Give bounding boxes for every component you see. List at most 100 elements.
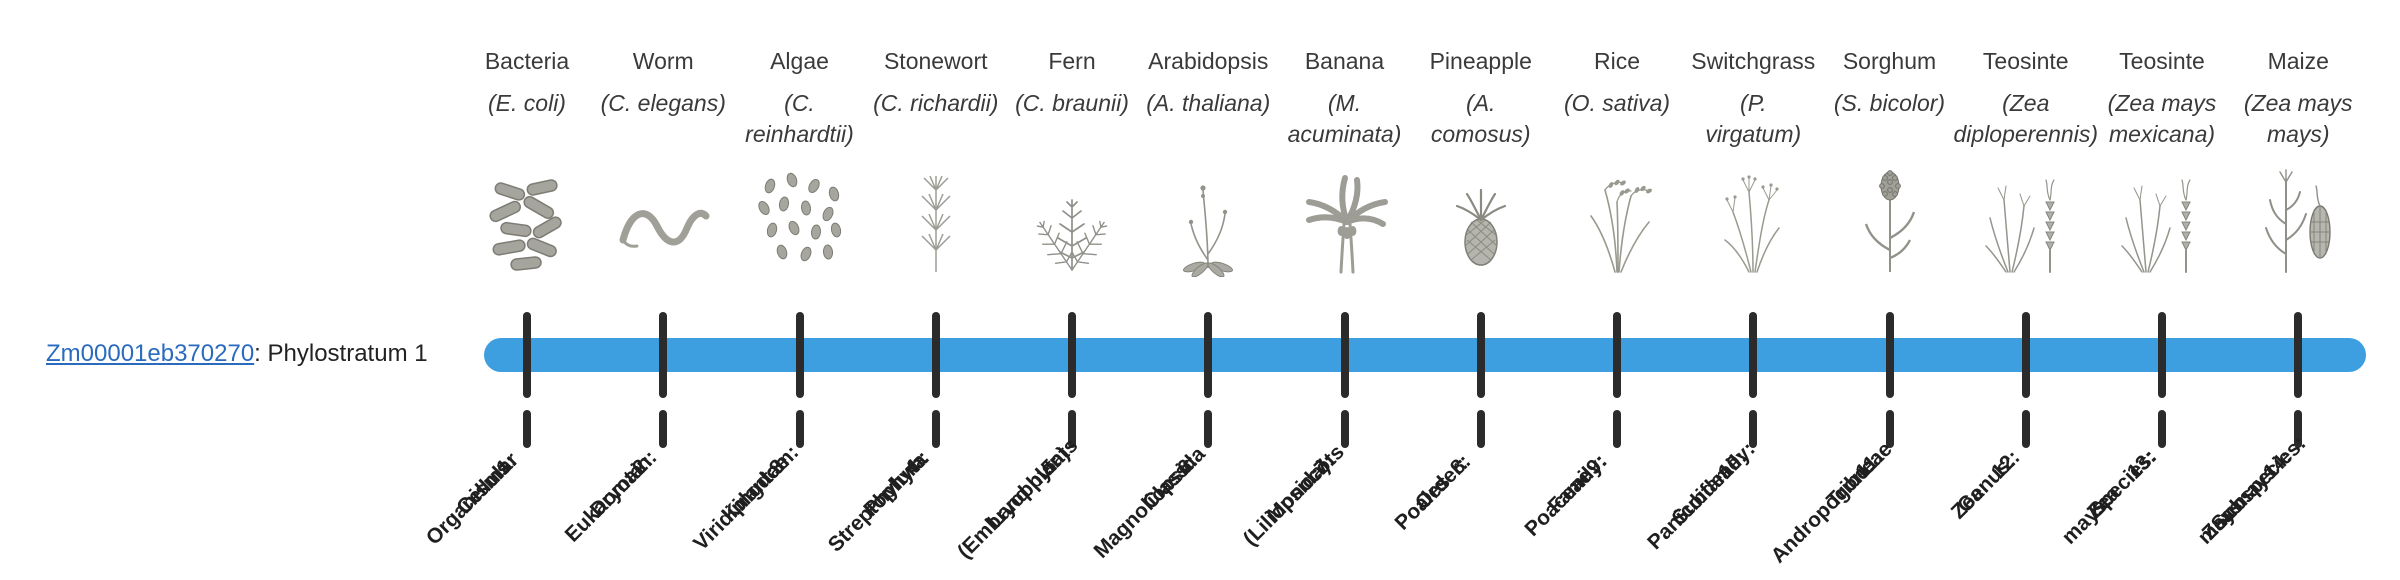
gene-link[interactable]: Zm00001eb370270 <box>46 340 255 367</box>
organism-common-name: Banana <box>1304 48 1385 74</box>
stratum-label-line: Species: <box>2083 444 2162 523</box>
stratum-label: 4: Phylum: Streptophyta <box>823 0 1011 580</box>
stratum-pointer-tick <box>1885 410 1894 448</box>
timeline-tick <box>1068 312 1076 398</box>
organism-scientific-name: (C. elegans) <box>568 88 758 119</box>
organism-scientific-name: (Zea mays mexicana) <box>2067 88 2257 150</box>
stratum-pointer-tick <box>2021 410 2030 448</box>
stratum-label-line: Land plants <box>982 433 1083 534</box>
stratum-label: 2: Domain: Eukaryota <box>561 0 738 580</box>
phylostratum-column: Banana (M. acuminata) 7: Monocots (Liliopsi… <box>1238 0 1420 580</box>
organism-scientific-name: (M. acuminata) <box>1250 88 1440 150</box>
stratum-label-line: Domain: <box>586 445 662 522</box>
organism-illustration-icon <box>2112 162 2212 280</box>
timeline-tick <box>1749 312 1758 398</box>
stratum-pointer-tick <box>931 410 940 448</box>
timeline-tick <box>2294 312 2303 398</box>
stratum-label: 13: Species: Zea mays <box>2058 0 2237 580</box>
organism-scientific-name: (O. sativa) <box>1522 88 1712 119</box>
stratum-label: 12: Genus: Zea <box>1946 0 2101 580</box>
stratum-pointer-tick <box>1204 410 1213 448</box>
organism-scientific-name: (E. coli) <box>432 88 622 119</box>
timeline-tick <box>1885 312 1894 398</box>
timeline-tick <box>1476 312 1485 398</box>
organism-scientific-name: (A. thaliana) <box>1113 88 1303 119</box>
organism-common-name: Fern <box>1048 48 1096 74</box>
scientific-name-line: (C. elegans) <box>600 90 726 116</box>
stratum-pointer-tick <box>1340 410 1349 448</box>
organism-common-name: Maize <box>2267 48 2329 74</box>
stratum-label: 6: Class: Magnoliopsida <box>1090 0 1283 580</box>
stratum-label-line: 5: <box>1036 449 1067 480</box>
organism-illustration-icon <box>750 162 850 280</box>
timeline-tick <box>2158 312 2166 398</box>
stratum-label-line: Kingdom: <box>717 440 803 527</box>
stratum-label-line: Phylum: <box>858 446 934 522</box>
organism-illustration-icon <box>477 162 577 280</box>
timeline-tick <box>1340 312 1349 398</box>
stratum-label-line: 3: <box>764 449 794 480</box>
stratum-label-line: Family: <box>1543 449 1612 518</box>
stratum-pointer-tick <box>523 410 531 448</box>
scientific-name-line: (Zea mays <box>2107 90 2217 116</box>
phylostratum-column: Fern (C. braunii) 5: Land plants (Embryoph… <box>953 0 1147 580</box>
scientific-name-line: virgatum) <box>1705 121 1802 147</box>
timeline-tick <box>659 312 668 398</box>
stratum-pointer-tick <box>1749 410 1758 448</box>
timeline-tick <box>2021 312 2030 398</box>
stratum-pointer-tick <box>1613 410 1621 448</box>
phylostratum-column: Sorghum (S. bicolor) 11: Tribe: Andropogon… <box>1766 0 1965 580</box>
organism-common-name: Algae <box>770 48 829 74</box>
stratum-pointer-tick <box>795 410 804 448</box>
stratum-label-line: Genus: <box>1952 449 2021 518</box>
phylostratum-column: Teosinte (Zea diploperennis) 12: Genus: Zea <box>1946 0 2101 580</box>
organism-common-name: Stonewort <box>883 48 988 74</box>
scientific-name-line: comosus) <box>1430 121 1531 147</box>
organism-common-name: Arabidopsis <box>1148 48 1269 74</box>
scientific-name-line: (P. <box>1740 90 1767 116</box>
phylostratum-column: Arabidopsis (A. thaliana) 6: Class: Magnol… <box>1090 0 1283 580</box>
organism-illustration-icon <box>886 162 986 280</box>
phylostratum-column: Stonewort (C. richardii) 4: Phylum: Strept… <box>823 0 1011 580</box>
stratum-pointer-tick <box>659 410 668 448</box>
timeline-tick <box>1613 312 1621 398</box>
scientific-name-line: (A. thaliana) <box>1146 90 1271 116</box>
stratum-label-line: Class: <box>1138 453 1200 515</box>
scientific-name-line: (A. <box>1466 90 1496 116</box>
stratum-label-line: Tribe: <box>1821 455 1879 512</box>
stratum-label-line: 10: <box>1714 445 1752 484</box>
stratum-pointer-tick <box>1476 410 1485 448</box>
organism-common-name: Teosinte <box>1982 48 2069 74</box>
organism-illustration-icon <box>1158 162 1258 280</box>
organism-common-name: Teosinte <box>2119 48 2205 74</box>
stratum-label: 7: Monocots (Liliopsida) <box>1238 0 1420 580</box>
scientific-name-line: mays) <box>2266 121 2330 147</box>
phylostratum-column: Bacteria (E. coli) 1: Cellular Organisms <box>422 0 602 580</box>
phylostratum-column: Maize (Zea mays mays) 14: Subspecies: Zea m… <box>2194 0 2373 580</box>
gene-label-suffix: : Phylostratum 1 <box>254 340 428 367</box>
phylostratum-column: Worm (C. elegans) 2: Domain: Eukaryota <box>561 0 738 580</box>
organism-illustration-icon <box>1703 162 1803 280</box>
scientific-name-line: (E. coli) <box>488 90 566 116</box>
scientific-name-line: (M. <box>1327 90 1362 116</box>
organism-scientific-name: (A. comosus) <box>1386 88 1576 150</box>
organism-illustration-icon <box>1976 162 2076 280</box>
stratum-label: 8: Order: Poales <box>1390 0 1556 580</box>
organism-common-name: Pineapple <box>1429 48 1532 74</box>
stratum-pointer-tick <box>2158 410 2166 448</box>
stratum-label: 11: Tribe: Andropogoneae <box>1766 0 1965 580</box>
scientific-name-line: (Zea <box>2002 90 2050 116</box>
scientific-name-line: mexicana) <box>2108 121 2216 147</box>
phylostratum-column: Switchgrass (P. virgatum) 10: Subfamily: Pa… <box>1643 0 1828 580</box>
phylostratum-column: Rice (O. sativa) 9: Family: Poaceae <box>1520 0 1692 580</box>
organism-common-name: Worm <box>632 48 694 74</box>
scientific-name-line: (C. richardii) <box>873 90 999 116</box>
gene-label: Zm00001eb370270: Phylostratum 1 <box>46 340 428 368</box>
scientific-name-line: (O. sativa) <box>1563 90 1671 116</box>
stratum-label-line: Cellular <box>452 448 524 520</box>
stratum-label-line: 8: <box>1445 449 1476 480</box>
stratum-pointer-tick <box>2294 410 2303 448</box>
organism-common-name: Switchgrass <box>1691 48 1816 74</box>
scientific-name-line: diploperennis) <box>1953 121 2098 147</box>
stratum-label: 1: Cellular Organisms <box>422 0 602 580</box>
